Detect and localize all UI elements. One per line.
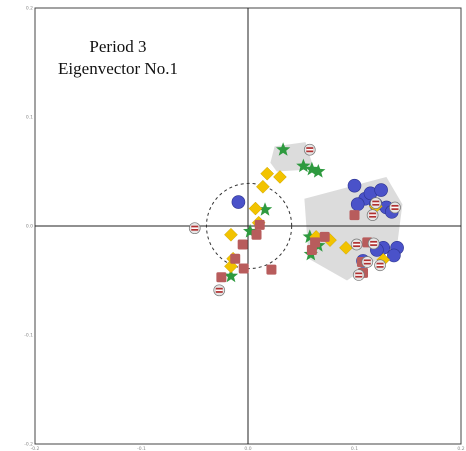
- yellow-diamond-point: [224, 227, 238, 242]
- green-star-point: [257, 202, 273, 216]
- red-square-point: [238, 263, 249, 274]
- tick-labels: -0.2 -0.1 0.0 0.1 0.2 0.2 0.1 0.0 -0.1 -0.2: [24, 6, 464, 451]
- green-star-point: [276, 142, 291, 156]
- x-tick-label: 0.0: [244, 446, 251, 451]
- y-tick-label: -0.2: [24, 442, 33, 448]
- green-star-point: [296, 158, 311, 173]
- x-tick-label: -0.2: [31, 446, 40, 451]
- blue-circle-point: [231, 195, 246, 209]
- blue-circle-point: [347, 178, 362, 193]
- red-square-point: [306, 244, 317, 255]
- red-square-point: [251, 229, 262, 240]
- zero-axes: [35, 8, 461, 444]
- red-square-point: [349, 210, 360, 221]
- green-star-point: [302, 229, 317, 243]
- green-star-point: [311, 164, 326, 178]
- yellow-diamond-point: [273, 170, 287, 184]
- y-tick-label: 0.2: [26, 6, 33, 12]
- blue-circle-point: [374, 183, 388, 197]
- yellow-diamond-point: [260, 166, 275, 181]
- flag-point: [350, 238, 363, 251]
- flag-stripe: [372, 202, 380, 204]
- flag-stripe: [353, 243, 361, 246]
- green-star-point: [223, 268, 239, 283]
- flag-point: [369, 197, 382, 209]
- flag-point: [367, 237, 380, 250]
- red-square-point: [310, 237, 321, 248]
- red-square-point: [230, 253, 241, 264]
- title-line-2: Eigenvector No.1: [58, 59, 178, 78]
- green-star-point: [304, 161, 319, 176]
- red-square-point: [237, 239, 248, 250]
- blue-circle-point: [387, 248, 401, 263]
- flag-point: [366, 209, 379, 221]
- title-line-1: Period 3: [89, 37, 146, 56]
- flag-stripe: [363, 261, 371, 263]
- yellow-diamond-point: [248, 201, 263, 216]
- flag-point: [361, 256, 374, 268]
- right-cluster-region: [304, 177, 403, 281]
- flag-stripe: [355, 274, 363, 276]
- flag-stripe: [306, 148, 314, 151]
- flag-point: [188, 222, 201, 235]
- red-square-point: [216, 272, 227, 283]
- x-tick-label: 0.1: [351, 446, 358, 451]
- flag-point: [213, 284, 226, 297]
- green-star-point: [243, 224, 258, 238]
- yellow-diamond-point: [339, 240, 353, 255]
- red-square-point: [254, 219, 265, 230]
- flag-stripe: [215, 289, 223, 292]
- yellow-diamond-point: [256, 179, 270, 194]
- dashed-circle: [205, 182, 293, 270]
- data-points: [188, 142, 404, 297]
- red-square-point: [319, 231, 330, 242]
- flag-stripe: [391, 206, 399, 209]
- flag-stripe: [376, 264, 384, 267]
- flag-point: [374, 259, 386, 272]
- blue-circle-point: [350, 197, 365, 211]
- x-tick-label: -0.1: [137, 446, 146, 451]
- red-square-point: [266, 264, 277, 275]
- y-tick-label: -0.1: [24, 333, 33, 339]
- flag-point: [303, 143, 316, 156]
- chart-title: Period 3 Eigenvector No.1: [58, 37, 178, 78]
- flag-point: [389, 201, 401, 214]
- x-tick-label: 0.2: [457, 446, 464, 451]
- flag-stripe: [369, 214, 377, 216]
- dashed-circle-layer: [205, 182, 293, 270]
- flag-stripe: [191, 227, 199, 229]
- flag-stripe: [370, 242, 378, 245]
- flag-point: [352, 269, 365, 281]
- y-tick-label: 0.1: [26, 115, 33, 121]
- y-tick-label: 0.0: [26, 224, 33, 230]
